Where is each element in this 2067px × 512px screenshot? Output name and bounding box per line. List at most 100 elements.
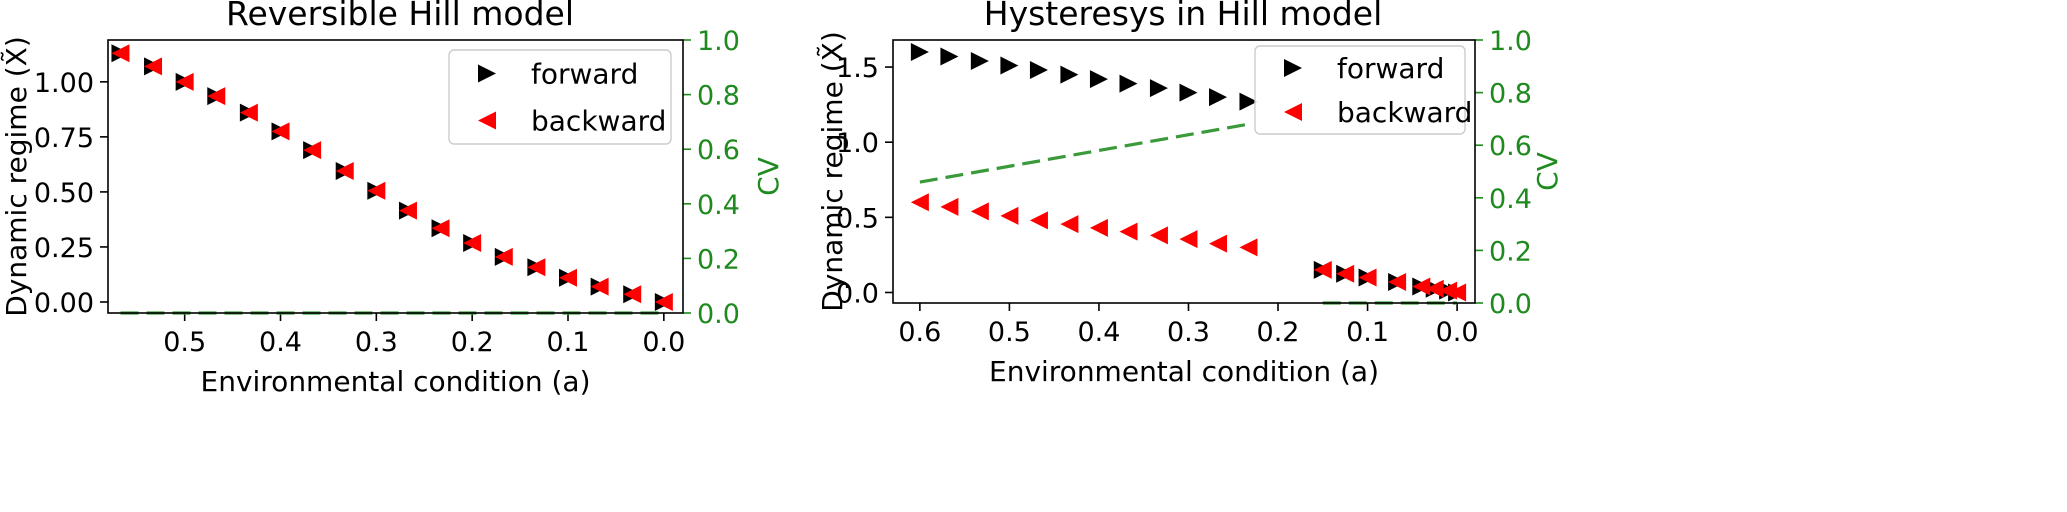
backward-point [527, 258, 546, 277]
x-tick-label: 0.5 [163, 327, 206, 358]
y-tick-label: 0.25 [34, 233, 94, 264]
backward-point [239, 103, 258, 122]
forward-point [1000, 56, 1019, 75]
y2-tick-label: 0.0 [1489, 289, 1532, 320]
backward-point [1448, 283, 1467, 302]
y-axis-title: Dynamic regime (X̃) [0, 36, 33, 317]
y-tick-label: 1.00 [34, 68, 94, 99]
x-tick-label: 0.3 [355, 327, 398, 358]
cv-line [919, 122, 1249, 184]
forward-point [1179, 83, 1198, 102]
backward-point [1119, 222, 1138, 241]
backward-point [1313, 260, 1332, 279]
x-tick-label: 0.2 [1257, 317, 1300, 348]
forward-point [1239, 92, 1258, 111]
backward-point [144, 57, 163, 76]
legend-label-backward: backward [531, 105, 666, 138]
legend-marker-forward [478, 64, 496, 83]
y2-tick-label: 1.0 [697, 26, 740, 57]
backward-point [367, 181, 386, 200]
y-tick-label: 1.0 [836, 128, 879, 159]
legend-label-forward: forward [531, 58, 638, 91]
forward-point [970, 52, 989, 71]
backward-point [207, 87, 226, 106]
backward-point [494, 247, 513, 266]
backward-point [111, 44, 130, 63]
y2-tick-label: 0.2 [1489, 236, 1532, 267]
backward-point [271, 122, 290, 141]
legend-box [1254, 45, 1466, 135]
y2-axis-title: CV [1531, 152, 1564, 191]
x-tick-label: 0.6 [898, 317, 941, 348]
y2-tick-label: 1.0 [1489, 26, 1532, 57]
x-tick-label: 0.1 [1346, 317, 1389, 348]
backward-point [398, 201, 417, 220]
backward-point [1388, 272, 1407, 291]
panel-hysteresis-hill: Hysteresys in Hill model 0.6 0.5 0.4 0.3 0.2 0… [816, 0, 1564, 388]
y-tick-label: 0.0 [836, 278, 879, 309]
forward-point [1149, 79, 1168, 98]
backward-point [940, 197, 959, 216]
backward-point [623, 285, 642, 304]
plot-frame [892, 39, 1476, 304]
backward-point [431, 219, 450, 238]
backward-point [175, 72, 194, 91]
plot-frame [107, 39, 684, 314]
y-tick-label: 0.75 [34, 123, 94, 154]
x-tick-label: 0.2 [451, 327, 494, 358]
legend-marker-backward [478, 111, 496, 130]
chart-title: Hysteresys in Hill model [984, 0, 1382, 33]
backward-point [910, 193, 929, 212]
x-axis-title: Environmental condition (a) [989, 355, 1379, 388]
x-tick-label: 0.5 [988, 317, 1031, 348]
backward-point [1425, 279, 1444, 298]
chart-title: Reversible Hill model [226, 0, 574, 33]
legend-marker-backward [1284, 103, 1302, 121]
y2-tick-label: 0.8 [697, 81, 740, 112]
y2-tick-label: 0.4 [1489, 184, 1532, 215]
x-tick-label: 0.4 [259, 327, 302, 358]
x-tick-label: 0.0 [642, 327, 685, 358]
y2-tick-label: 0.0 [697, 299, 740, 330]
backward-point [654, 292, 673, 311]
y2-tick-label: 0.6 [697, 135, 740, 166]
y-tick-label: 1.5 [836, 53, 879, 84]
backward-point [1060, 215, 1079, 234]
backward-point [1000, 206, 1019, 225]
y-tick-label: 0.5 [836, 203, 879, 234]
forward-point [1209, 88, 1228, 107]
backward-point [970, 202, 989, 221]
x-axis-title: Environmental condition (a) [201, 365, 591, 398]
backward-point [1209, 234, 1228, 253]
backward-point [1089, 218, 1108, 237]
forward-point [1029, 61, 1048, 80]
backward-point [559, 268, 577, 287]
forward-point [1089, 70, 1108, 89]
x-tick-label: 0.4 [1077, 317, 1120, 348]
y-tick-label: 0.00 [34, 288, 94, 319]
forward-point [910, 43, 929, 62]
backward-point [303, 141, 322, 160]
forward-point [940, 47, 959, 66]
forward-point [1060, 65, 1079, 84]
legend-box [448, 49, 672, 145]
legend-label-backward: backward [1337, 96, 1472, 129]
legend-label-forward: forward [1337, 52, 1444, 85]
backward-point [1179, 230, 1198, 249]
x-tick-label: 0.0 [1436, 317, 1479, 348]
backward-point [1412, 277, 1431, 296]
backward-point [1239, 238, 1258, 257]
backward-point [1149, 226, 1168, 245]
legend-marker-forward [1284, 59, 1302, 77]
backward-point [1336, 264, 1355, 283]
y2-tick-label: 0.4 [697, 190, 740, 221]
backward-point [590, 277, 609, 296]
y2-axis-title: CV [752, 157, 785, 196]
y2-tick-label: 0.8 [1489, 79, 1532, 110]
y2-tick-label: 0.2 [697, 244, 740, 275]
forward-point [1119, 74, 1138, 93]
backward-point [335, 161, 354, 180]
backward-point [1439, 281, 1458, 300]
